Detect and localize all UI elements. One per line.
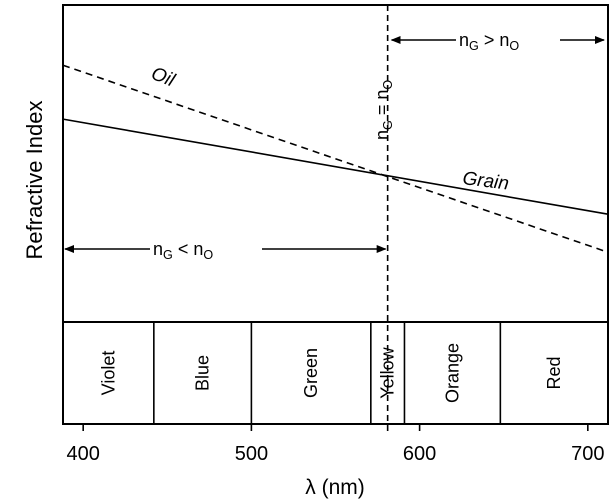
band-label-red: Red <box>544 356 564 389</box>
band-label-blue: Blue <box>193 355 213 391</box>
x-tick-label-600: 600 <box>403 443 436 465</box>
x-tick-label-400: 400 <box>66 443 99 465</box>
x-axis-label: λ (nm) <box>305 476 365 499</box>
band-label-green: Green <box>301 348 321 398</box>
series-line-grain <box>62 118 609 216</box>
series-label-oil: Oil <box>148 63 178 91</box>
x-tick-label-700: 700 <box>571 443 604 465</box>
band-label-yellow: Yellow <box>378 346 398 398</box>
x-tick-label-500: 500 <box>235 443 268 465</box>
intersection-label: nG = nO <box>372 80 395 140</box>
y-axis-label: Refractive Index <box>22 101 47 260</box>
region-left-label: nG < nO <box>153 239 213 262</box>
band-label-orange: Orange <box>442 343 462 403</box>
region-right-label: nG > nO <box>459 30 519 53</box>
band-label-violet: Violet <box>98 351 118 396</box>
series-line-oil <box>62 64 609 254</box>
plot-frame <box>62 4 609 425</box>
